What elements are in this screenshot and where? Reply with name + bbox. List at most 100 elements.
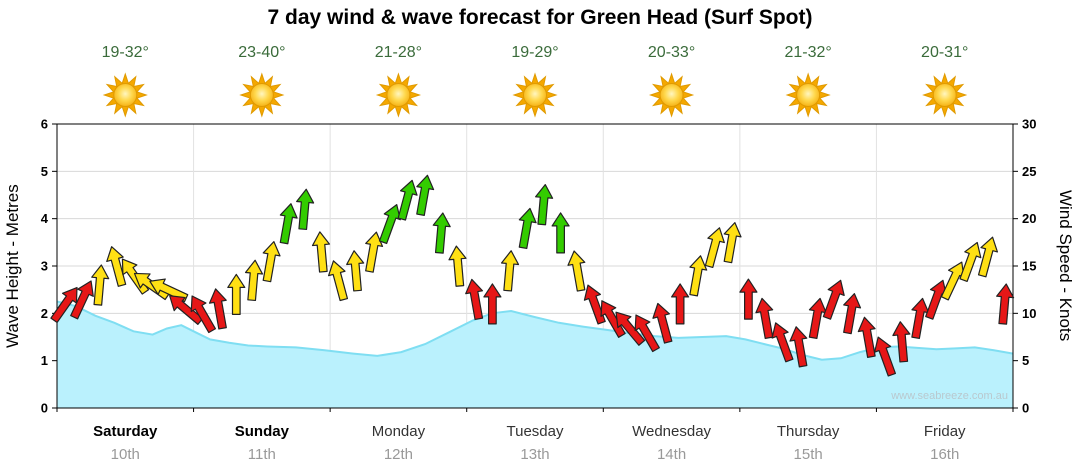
wind-arrow: [227, 273, 246, 315]
day-date-label: 13th: [520, 446, 549, 463]
sun-icon: [648, 72, 695, 118]
day-name-label: Tuesday: [507, 423, 564, 440]
sun-icon: [922, 72, 968, 118]
wind-arrow: [551, 212, 570, 254]
temperature-range-label: 23-40°: [238, 44, 285, 61]
left-axis-tick-label: 3: [41, 259, 48, 274]
wind-arrow: [465, 278, 484, 321]
right-axis-tick-label: 10: [1022, 306, 1036, 321]
wind-arrow: [133, 272, 171, 301]
wind-arrow: [652, 302, 673, 344]
wind-arrow: [365, 231, 384, 273]
wind-arrow: [600, 300, 626, 338]
wind-arrow: [244, 259, 264, 302]
wind-arrow: [416, 174, 435, 216]
day-name-label: Sunday: [235, 423, 290, 440]
wind-arrow: [50, 286, 78, 324]
left-axis-title: Wave Height - Metres: [3, 184, 22, 348]
right-axis-tick-label: 20: [1022, 211, 1036, 226]
right-axis-tick-label: 0: [1022, 401, 1029, 416]
day-date-label: 12th: [384, 446, 413, 463]
wind-arrow: [518, 207, 537, 250]
wind-arrow: [262, 241, 281, 283]
day-name-label: Thursday: [777, 423, 840, 440]
left-axis-tick-label: 4: [41, 211, 49, 226]
wind-arrow: [583, 284, 606, 325]
day-date-label: 16th: [930, 446, 959, 463]
wind-arrow: [996, 283, 1015, 325]
left-axis-tick-label: 0: [41, 401, 48, 416]
temperature-range-label: 19-32°: [102, 44, 149, 61]
wind-arrow: [892, 321, 911, 363]
wind-arrow: [615, 311, 646, 346]
day-name-label: Saturday: [93, 423, 158, 440]
wind-arrow: [106, 246, 127, 287]
wind-arrow: [432, 212, 451, 254]
watermark: www.seabreeze.com.au: [891, 390, 1008, 402]
wind-arrow: [808, 297, 827, 340]
right-axis-tick-label: 25: [1022, 164, 1036, 179]
sun-icon: [102, 72, 148, 118]
wave-height-area: [57, 301, 1013, 408]
wind-arrow: [279, 203, 298, 245]
wind-arrow: [311, 231, 331, 273]
wind-arrow: [843, 293, 862, 335]
temperature-range-label: 20-31°: [921, 44, 968, 61]
wind-arrow: [500, 250, 520, 292]
right-axis-tick-label: 5: [1022, 353, 1029, 368]
right-axis-title: Wind Speed - Knots: [1056, 190, 1075, 342]
wind-arrow: [739, 278, 758, 320]
wind-arrow: [448, 245, 467, 287]
wind-arrow: [397, 179, 418, 221]
wind-arrow: [874, 336, 897, 377]
right-axis-tick-label: 30: [1022, 117, 1036, 132]
day-date-label: 11th: [248, 446, 276, 463]
wind-arrow: [296, 188, 315, 231]
wind-arrow: [327, 260, 349, 302]
wind-arrow: [483, 283, 502, 325]
sun-icon: [785, 72, 831, 118]
wind-arrow: [190, 295, 216, 334]
left-axis-tick-label: 2: [41, 306, 48, 321]
wind-arrow: [149, 278, 189, 303]
day-name-label: Wednesday: [632, 423, 711, 440]
left-axis-tick-label: 1: [41, 353, 48, 368]
wind-arrow: [169, 295, 204, 325]
wind-arrow: [378, 204, 401, 245]
page-title: 7 day wind & wave forecast for Green Hea…: [267, 6, 813, 29]
wind-arrow: [977, 236, 999, 278]
day-name-label: Monday: [372, 423, 426, 440]
wind-arrow: [771, 322, 794, 363]
day-date-label: 15th: [794, 446, 823, 463]
wind-arrow: [91, 264, 110, 306]
wind-arrow: [689, 255, 708, 297]
wind-arrow: [346, 250, 365, 292]
wind-arrow: [208, 288, 227, 330]
wind-arrow: [634, 314, 660, 353]
wind-arrow: [959, 241, 982, 282]
temperature-range-label: 21-28°: [375, 44, 422, 61]
day-date-label: 10th: [111, 446, 140, 463]
wind-arrow: [789, 326, 808, 368]
day-name-label: Friday: [924, 423, 966, 440]
left-axis-tick-label: 6: [41, 117, 48, 132]
wind-arrow: [911, 297, 930, 340]
temperature-range-label: 19-29°: [511, 44, 558, 61]
wind-arrow: [535, 183, 554, 226]
wind-arrow: [755, 297, 774, 340]
left-axis-tick-label: 5: [41, 164, 48, 179]
wind-arrow: [70, 280, 94, 320]
wind-arrow: [670, 283, 690, 325]
temperature-range-label: 21-32°: [784, 44, 831, 61]
temperature-range-label: 20-33°: [648, 44, 695, 61]
sun-icon: [512, 72, 558, 118]
sun-icon: [239, 72, 285, 118]
day-date-label: 14th: [657, 446, 686, 463]
wind-arrow: [567, 250, 586, 292]
right-axis-tick-label: 15: [1022, 259, 1036, 274]
wind-arrow: [723, 222, 742, 264]
wind-arrow: [822, 279, 845, 320]
wind-arrow: [704, 227, 725, 269]
